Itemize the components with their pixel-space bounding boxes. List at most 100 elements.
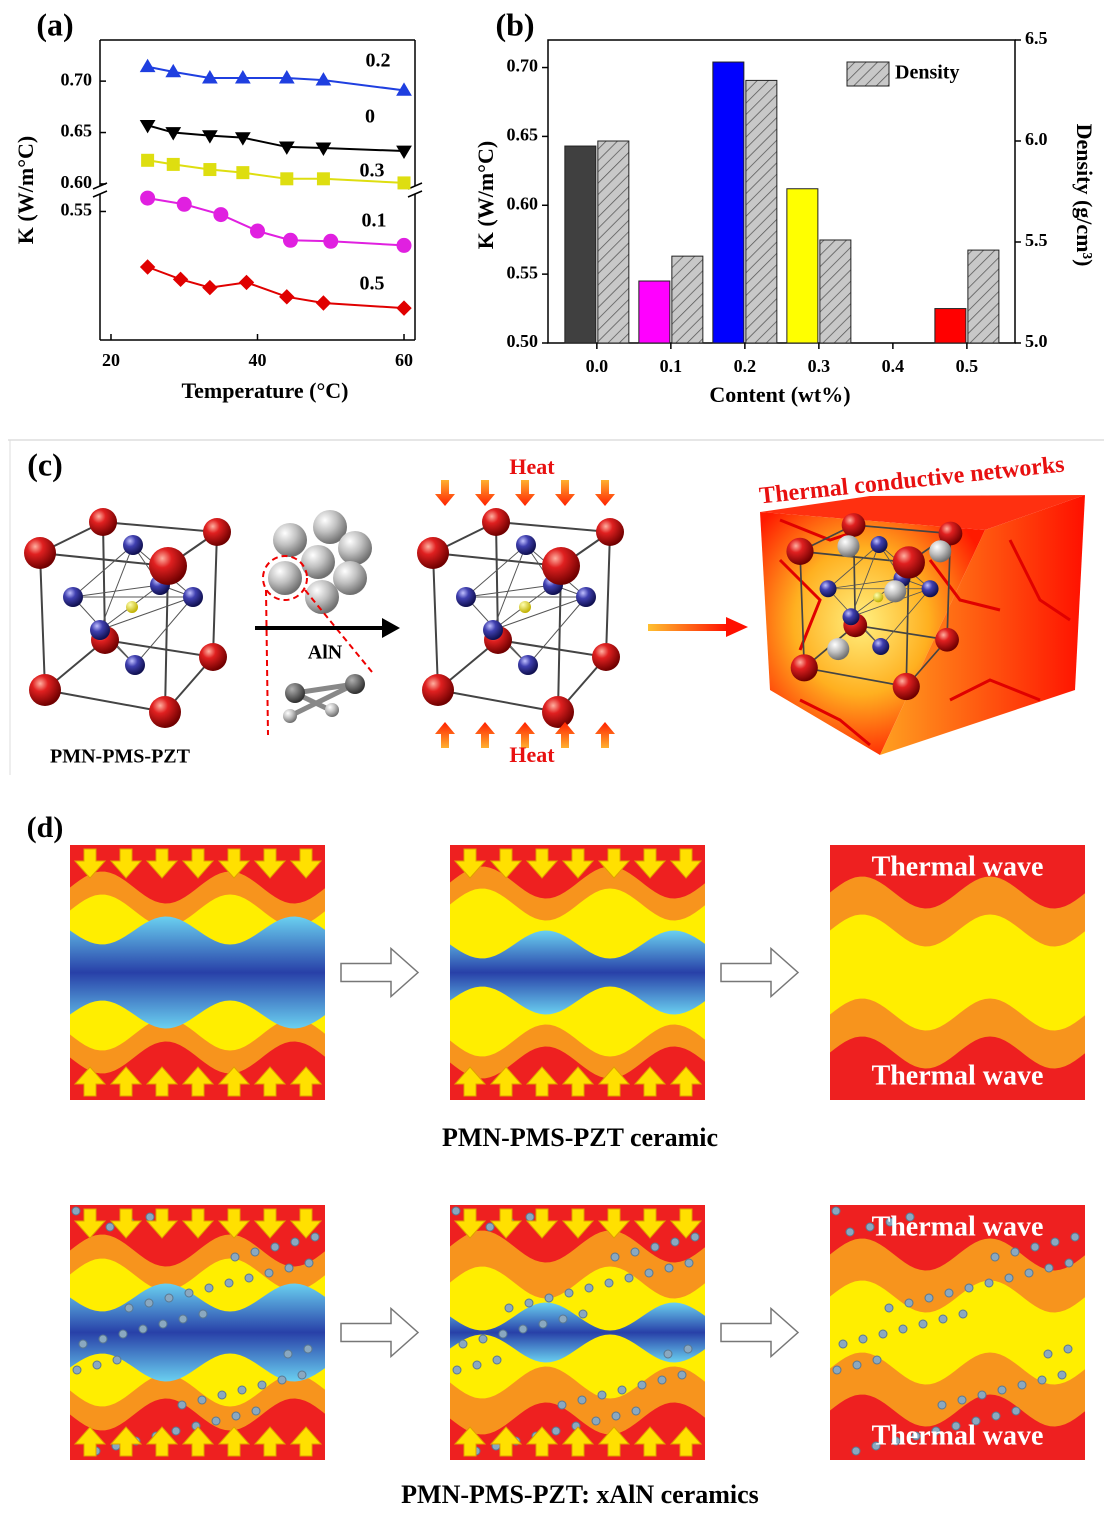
x-tick-label: 0.1 (660, 356, 683, 376)
filler-particle (305, 1259, 313, 1267)
filler-particle (638, 1381, 646, 1389)
atom (843, 608, 860, 625)
atom (893, 673, 920, 700)
bar (713, 62, 744, 343)
filler-particle (79, 1340, 87, 1348)
filler-particle (258, 1381, 266, 1389)
marker (177, 197, 191, 211)
filler-particle (218, 1391, 226, 1399)
filler-particle (565, 1289, 573, 1297)
bar (746, 80, 777, 343)
filler-particle (265, 1269, 273, 1277)
filler-particle (113, 1356, 121, 1364)
heat-label: Heat (509, 742, 555, 767)
panel-label: (b) (495, 6, 534, 42)
filler-particle (179, 1315, 187, 1323)
filler-particle (1051, 1238, 1059, 1246)
marker (280, 71, 294, 83)
bar (935, 309, 966, 343)
series-line (148, 125, 404, 151)
y2-axis-label: Density (g/cm³) (1072, 124, 1097, 267)
filler-particle (1005, 1274, 1013, 1282)
marker (214, 208, 228, 222)
filler-particle (853, 1361, 861, 1369)
filler-particle (519, 1325, 527, 1333)
series-label: 0.3 (360, 160, 385, 182)
filler-particle (1018, 1381, 1026, 1389)
y-tick-label: 0.60 (507, 193, 539, 213)
page: 2040600.550.600.650.70(a)Temperature (°C… (0, 0, 1104, 1517)
filler-particle (665, 1264, 673, 1272)
x-tick-label: 60 (395, 350, 413, 370)
y-axis-label: K (W/m°C) (13, 136, 38, 244)
y-tick-label: 0.70 (507, 56, 539, 76)
filler-particle (499, 1330, 507, 1338)
wave-label: Thermal wave (872, 1211, 1044, 1242)
filler-particle (1044, 1350, 1052, 1358)
atom (285, 683, 305, 703)
filler-particle (285, 1264, 293, 1272)
atom (884, 580, 906, 602)
filler-particle (212, 1417, 220, 1425)
legend-label: Density (895, 62, 959, 84)
y-tick-label: 0.65 (507, 125, 539, 145)
filler-particle (618, 1386, 626, 1394)
y2-tick-label: 6.0 (1025, 129, 1048, 149)
atom (827, 638, 849, 660)
marker (280, 290, 294, 304)
step-arrow (721, 949, 798, 997)
x-axis-label: Content (wt%) (709, 382, 850, 407)
atom (929, 540, 951, 562)
filler-particle (958, 1396, 966, 1404)
y-tick-label: 0.50 (507, 331, 539, 351)
atom (29, 674, 61, 706)
filler-particle (526, 1213, 534, 1221)
filler-particle (493, 1356, 501, 1364)
x-tick-label: 0.2 (734, 356, 757, 376)
atom (518, 655, 538, 675)
filler-particle (592, 1417, 600, 1425)
filler-particle (185, 1289, 193, 1297)
filler-particle (1012, 1407, 1020, 1415)
filler-particle (925, 1294, 933, 1302)
bar (787, 189, 818, 343)
series-label: 0.2 (366, 50, 391, 72)
filler-particle (833, 1366, 841, 1374)
wave-label: Thermal wave (872, 1420, 1044, 1451)
marker (397, 238, 411, 252)
filler-particle (119, 1330, 127, 1338)
filler-particle (146, 1213, 154, 1221)
heat-arrow (475, 722, 495, 748)
atom (872, 638, 889, 655)
marker (142, 154, 154, 166)
filler-particle (598, 1391, 606, 1399)
filler-particle (939, 1315, 947, 1323)
heat-arrow (515, 480, 535, 506)
series-label: 0 (365, 106, 375, 128)
marker (324, 234, 338, 248)
marker (236, 71, 250, 83)
atom (63, 587, 83, 607)
y2-tick-label: 5.5 (1025, 230, 1048, 250)
panel-label: (d) (27, 811, 64, 844)
crystal-cell (24, 508, 231, 728)
filler-particle (684, 1345, 692, 1353)
panel-label: (c) (27, 446, 63, 482)
wave-panel (70, 1205, 325, 1460)
flow-arrow-head (726, 617, 748, 637)
filler-particle (198, 1396, 206, 1404)
filler-particle (905, 1299, 913, 1307)
y-axis-label: K (W/m°C) (473, 141, 498, 249)
filler-particle (685, 1259, 693, 1267)
filler-particle (612, 1412, 620, 1420)
atom (422, 674, 454, 706)
atom (283, 709, 297, 723)
y2-tick-label: 6.5 (1025, 28, 1048, 48)
filler-particle (73, 1366, 81, 1374)
x-tick-label: 20 (102, 350, 120, 370)
bar (598, 141, 629, 343)
atom (123, 535, 143, 555)
process-arrow-head (382, 618, 400, 638)
filler-particle (304, 1345, 312, 1353)
atom (149, 547, 187, 585)
